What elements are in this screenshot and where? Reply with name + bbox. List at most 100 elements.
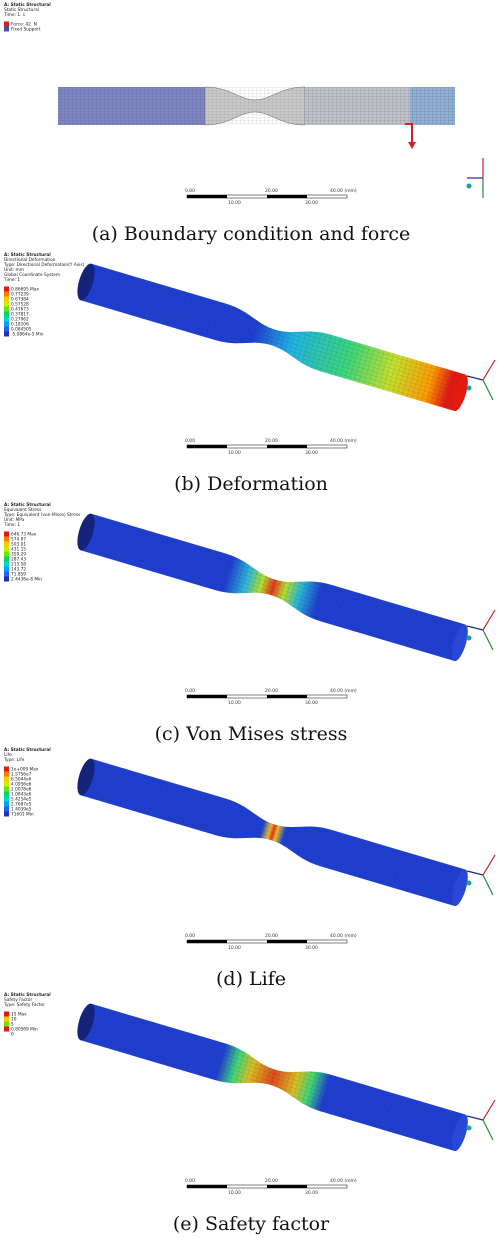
- legend-header: Type: Safety Factor: [3, 1002, 45, 1008]
- scale-segment: [187, 195, 227, 198]
- scale-segment: [267, 1185, 307, 1188]
- legend-swatch: [4, 802, 9, 807]
- triad-z: [483, 875, 493, 895]
- scale-label: 30.00: [305, 200, 318, 206]
- scale-label: 10.00: [228, 450, 241, 456]
- shaft-mesh: [81, 514, 466, 661]
- scale-segment: [187, 940, 227, 943]
- legend-header: Type: Life: [3, 757, 25, 763]
- scale-label: 20.00: [265, 1178, 278, 1184]
- legend-swatch: [4, 562, 9, 567]
- legend-swatch: [4, 292, 9, 297]
- legend-swatch: [4, 332, 9, 337]
- caption: (c) Von Mises stress: [155, 723, 348, 745]
- mesh-neck-grid: [205, 87, 305, 125]
- triad-y: [483, 360, 495, 380]
- legend-swatch: [4, 287, 9, 292]
- legend-swatch: [4, 22, 9, 27]
- force-head: [408, 142, 416, 149]
- legend-label: 0.80569 Min: [11, 1027, 38, 1033]
- scale-label: 30.00: [305, 1190, 318, 1196]
- scale-label: 0.00: [185, 688, 195, 694]
- triad-ball: [467, 184, 472, 189]
- scale-label: 40.00 (mm): [330, 933, 357, 939]
- mesh-right-grid: [305, 87, 455, 125]
- shaft-mesh: [81, 1004, 466, 1151]
- legend-swatch: [4, 577, 9, 582]
- scale-segment: [267, 195, 307, 198]
- caption: (d) Life: [216, 968, 286, 990]
- legend-swatch: [4, 547, 9, 552]
- legend-swatch: [4, 777, 9, 782]
- scale-segment: [267, 940, 307, 943]
- legend-swatch: [4, 322, 9, 327]
- legend-header: Time: 1: [3, 522, 20, 528]
- caption: (b) Deformation: [174, 473, 328, 495]
- legend-swatch: [4, 812, 9, 817]
- triad-ball: [467, 1126, 472, 1131]
- figure: A: Static StructuralStatic StructuralTim…: [0, 0, 503, 1238]
- caption: (e) Safety factor: [173, 1213, 330, 1235]
- legend-label: 71601 Min: [11, 812, 34, 818]
- triad-y: [483, 610, 495, 630]
- legend-swatch: [4, 307, 9, 312]
- legend-swatch: [4, 792, 9, 797]
- model: [74, 512, 471, 663]
- scale-segment: [187, 1185, 227, 1188]
- legend-swatch: [4, 552, 9, 557]
- legend-swatch: [4, 297, 9, 302]
- scale-label: 40.00 (mm): [330, 688, 357, 694]
- scale-label: 30.00: [305, 700, 318, 706]
- triad-x: [467, 376, 483, 380]
- legend-swatch: [4, 797, 9, 802]
- legend-label: 0: [11, 1032, 14, 1038]
- scale-label: 0.00: [185, 188, 195, 194]
- legend-swatch: [4, 302, 9, 307]
- legend-swatch: [4, 567, 9, 572]
- scale-label: 10.00: [228, 945, 241, 951]
- triad-x: [467, 1116, 483, 1120]
- model: [74, 757, 471, 908]
- legend-swatch: [4, 557, 9, 562]
- triad-y: [483, 1100, 495, 1120]
- caption: (a) Boundary condition and force: [92, 223, 411, 245]
- legend-swatch: [4, 767, 9, 772]
- legend-swatch: [4, 572, 9, 577]
- scale-label: 10.00: [228, 1190, 241, 1196]
- triad-ball: [467, 881, 472, 886]
- scale-segment: [267, 445, 307, 448]
- scale-label: 40.00 (mm): [330, 188, 357, 194]
- triad-ball: [467, 386, 472, 391]
- force-arrow: [405, 124, 412, 142]
- scale-segment: [187, 445, 227, 448]
- model: [74, 1002, 471, 1153]
- panel: A: Static StructuralLifeType: Life1e+009…: [3, 747, 495, 990]
- legend-swatch: [4, 1027, 9, 1032]
- legend-label: Fixed Support: [11, 27, 41, 33]
- triad-y: [483, 855, 495, 875]
- legend-swatch: [4, 1022, 9, 1027]
- legend-swatch: [4, 317, 9, 322]
- scale-label: 30.00: [305, 945, 318, 951]
- shaft-mesh: [81, 759, 466, 906]
- scale-label: 40.00 (mm): [330, 1178, 357, 1184]
- triad-ball: [467, 636, 472, 641]
- scale-label: 0.00: [185, 933, 195, 939]
- legend-swatch: [4, 1017, 9, 1022]
- scale-label: 20.00: [265, 933, 278, 939]
- scale-label: 20.00: [265, 438, 278, 444]
- legend-label: -5.0864e-5 Min: [11, 332, 44, 338]
- legend-swatch: [4, 787, 9, 792]
- triad-x: [467, 871, 483, 875]
- scale-segment: [267, 695, 307, 698]
- scale-label: 10.00: [228, 200, 241, 206]
- legend-swatch: [4, 532, 9, 537]
- triad-x: [467, 626, 483, 630]
- triad-z: [483, 630, 493, 650]
- legend-swatch: [4, 1012, 9, 1017]
- model: [74, 262, 471, 413]
- legend-swatch: [4, 542, 9, 547]
